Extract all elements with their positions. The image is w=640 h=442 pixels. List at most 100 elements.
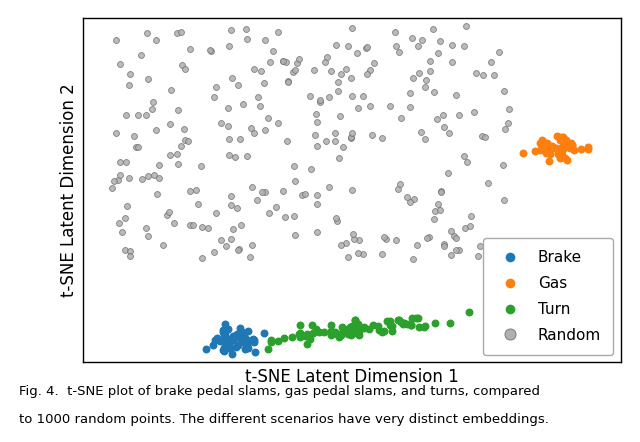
Point (545, 150, 556, 157)
Point (449, 232, 460, 239)
Point (310, 325, 321, 332)
Point (330, 328, 340, 335)
Point (445, 251, 456, 259)
Point (151, 126, 161, 133)
Point (445, 227, 456, 234)
Point (490, 72, 500, 79)
Point (115, 171, 125, 179)
Point (409, 195, 419, 202)
Point (417, 36, 428, 43)
Point (556, 155, 566, 162)
Point (143, 172, 153, 179)
Point (562, 139, 572, 146)
Point (212, 334, 222, 341)
Point (352, 328, 362, 335)
Point (333, 79, 343, 86)
Point (354, 332, 364, 339)
Point (271, 204, 282, 211)
Point (483, 180, 493, 187)
Point (143, 232, 153, 240)
Point (289, 163, 300, 170)
Point (391, 42, 401, 49)
Text: to 1000 random points. The different scenarios have very distinct embeddings.: to 1000 random points. The different sce… (19, 413, 549, 426)
Point (406, 315, 417, 322)
Point (200, 346, 211, 353)
Point (391, 236, 401, 244)
Point (460, 225, 470, 232)
Point (438, 111, 448, 118)
Point (554, 136, 564, 143)
Point (109, 177, 119, 184)
Point (542, 139, 552, 146)
Point (221, 243, 232, 250)
Point (553, 150, 563, 157)
Point (264, 210, 274, 217)
Point (348, 186, 358, 193)
Point (424, 234, 435, 241)
Point (125, 71, 135, 78)
Point (401, 321, 412, 328)
Point (362, 44, 372, 51)
Point (206, 48, 216, 55)
Point (226, 202, 236, 209)
Point (129, 133, 140, 140)
Point (246, 183, 257, 191)
Point (354, 328, 364, 335)
Point (273, 119, 284, 126)
Point (471, 69, 481, 76)
Point (354, 325, 364, 332)
Point (243, 328, 253, 335)
Point (283, 78, 293, 85)
Point (169, 220, 179, 227)
Point (196, 163, 206, 170)
Point (232, 330, 242, 337)
Legend: Brake, Gas, Turn, Random: Brake, Gas, Turn, Random (483, 238, 613, 355)
Point (237, 333, 248, 340)
Point (243, 344, 253, 351)
Point (408, 255, 418, 262)
Point (141, 30, 152, 37)
Point (381, 318, 392, 325)
Point (306, 165, 316, 172)
Point (259, 329, 269, 336)
Point (436, 189, 446, 196)
Point (309, 66, 319, 73)
Point (220, 333, 230, 340)
Point (132, 111, 143, 118)
Point (324, 93, 334, 100)
Point (583, 144, 593, 151)
Point (545, 142, 555, 149)
Point (408, 74, 419, 81)
Point (316, 98, 326, 105)
Point (227, 351, 237, 358)
Point (447, 41, 458, 48)
Point (335, 112, 345, 119)
Point (350, 316, 360, 323)
Point (559, 145, 569, 152)
Point (387, 323, 397, 330)
Point (282, 137, 292, 145)
Point (234, 247, 244, 254)
Point (216, 119, 226, 126)
Point (250, 339, 260, 346)
Point (394, 316, 404, 324)
Point (273, 337, 284, 344)
Point (312, 228, 322, 235)
Point (333, 88, 343, 95)
Point (283, 78, 293, 85)
Point (324, 183, 334, 190)
Point (211, 84, 221, 91)
Point (132, 143, 143, 150)
Point (402, 194, 412, 201)
X-axis label: t-SNE Latent Dimension 1: t-SNE Latent Dimension 1 (245, 368, 459, 386)
Point (412, 242, 422, 249)
Point (296, 191, 307, 198)
Point (342, 328, 353, 335)
Point (248, 335, 258, 342)
Point (346, 75, 356, 82)
Point (125, 248, 136, 255)
Point (406, 321, 416, 328)
Point (335, 331, 345, 338)
Point (175, 143, 186, 150)
Point (337, 325, 348, 332)
